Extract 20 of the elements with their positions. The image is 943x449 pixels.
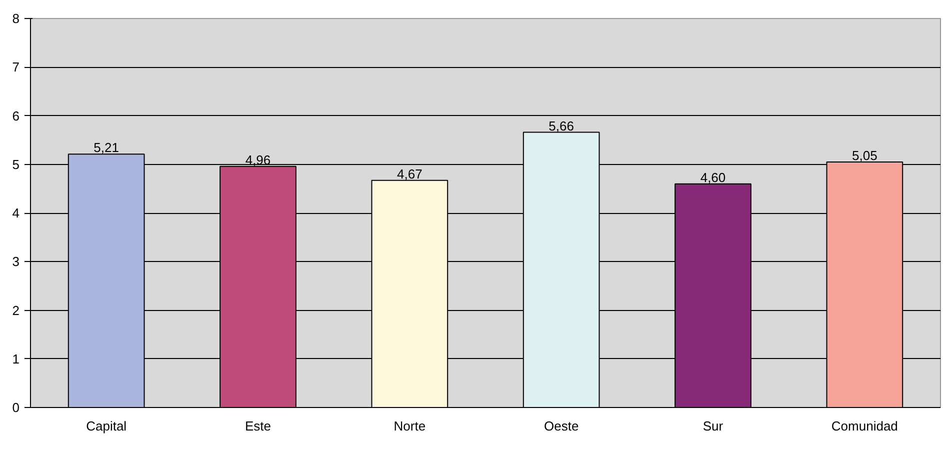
data-label: 5,05: [852, 148, 878, 163]
x-tick-label: Oeste: [544, 418, 579, 434]
y-tick-label: 7: [12, 60, 20, 75]
y-tick-label: 1: [12, 351, 20, 366]
y-tick-label: 0: [12, 400, 20, 415]
x-tick-label: Capital: [86, 418, 127, 434]
y-tick-label: 5: [12, 156, 20, 172]
data-label: 5,66: [548, 118, 574, 134]
data-label: 4,67: [397, 166, 422, 182]
x-tick-label: Sur: [702, 418, 724, 434]
y-tick-label: 4: [12, 206, 20, 220]
data-label: 5,21: [94, 140, 119, 156]
x-tick-label: Comunidad: [831, 418, 898, 434]
data-label: 4,60: [700, 170, 726, 185]
y-tick-label: 8: [12, 11, 20, 26]
y-tick-label: 3: [12, 254, 20, 270]
x-tick-label: Este: [244, 418, 272, 434]
x-tick-label: Norte: [394, 418, 426, 434]
y-tick-label: 2: [12, 302, 20, 318]
y-tick-label: 6: [12, 108, 20, 124]
